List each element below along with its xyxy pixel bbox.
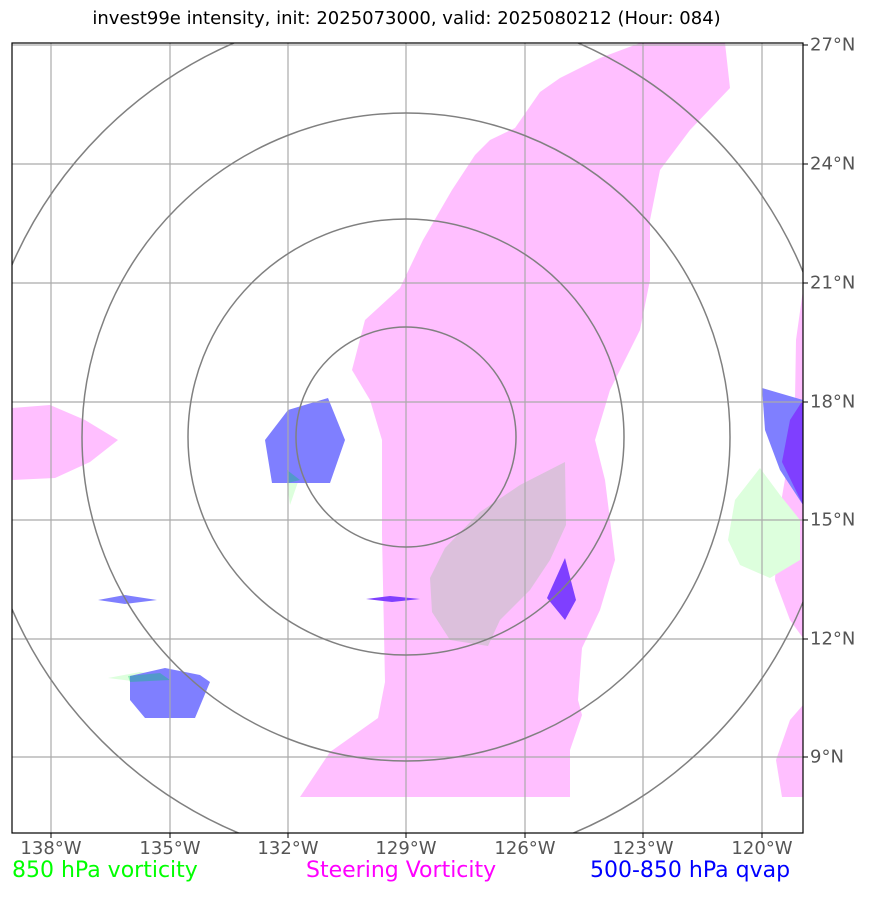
lat-tick-label: 21°N xyxy=(810,272,856,294)
lon-tick-label: 126°W xyxy=(494,838,556,859)
graticule xyxy=(12,43,803,833)
lat-tick-label: 15°N xyxy=(810,509,856,531)
lon-tick-label: 123°W xyxy=(612,838,674,859)
range-ring-1 xyxy=(295,326,517,548)
lon-tick-label: 120°W xyxy=(731,838,793,859)
range-ring-2 xyxy=(187,218,625,656)
lat-tick-label: 12°N xyxy=(810,628,856,650)
map-title: invest99e intensity, init: 2025073000, v… xyxy=(92,8,721,29)
lon-tick-label: 129°W xyxy=(375,838,437,859)
range-ring-3 xyxy=(81,112,731,762)
lon-tick-label: 138°W xyxy=(20,838,82,859)
lat-tick-label: 27°N xyxy=(810,34,856,56)
range-rings xyxy=(12,43,803,833)
map-frame xyxy=(11,42,804,834)
lon-tick-label: 132°W xyxy=(257,838,319,859)
legend-qvap: 500-850 hPa qvap xyxy=(590,858,791,883)
overlap-fill xyxy=(430,462,566,646)
legend-steering-vorticity: Steering Vorticity xyxy=(306,858,497,883)
vorticity-850-overlay xyxy=(128,470,300,682)
legend-vorticity-850: 850 hPa vorticity xyxy=(12,858,198,883)
lat-tick-label: 9°N xyxy=(810,746,844,768)
lon-tick-label: 135°W xyxy=(139,838,201,859)
lat-tick-label: 24°N xyxy=(810,153,856,175)
lat-tick-label: 18°N xyxy=(810,391,856,413)
